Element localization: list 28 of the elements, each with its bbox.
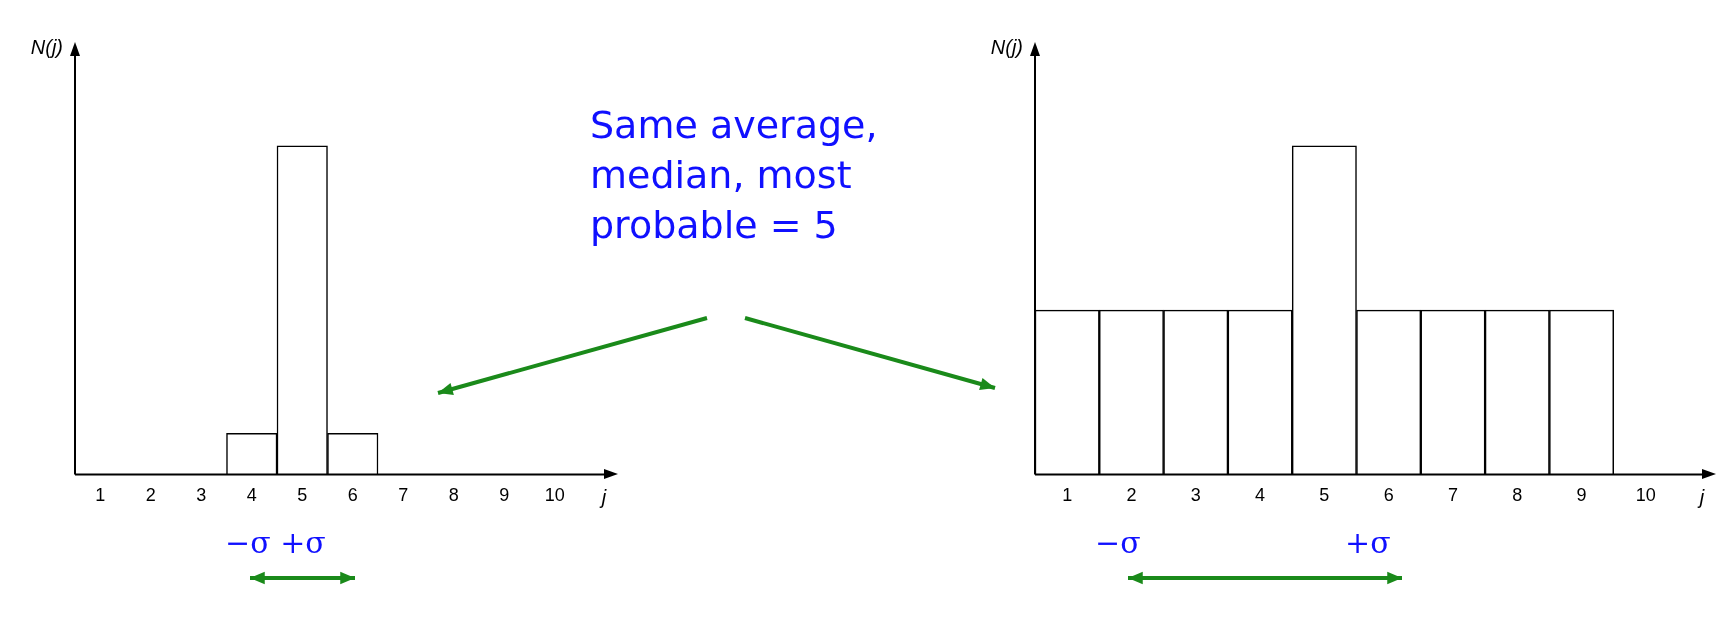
x-tick-label: 3 [196,485,207,506]
x-tick-label: 5 [1319,485,1330,506]
x-tick-label: 5 [297,485,308,506]
x-tick-label: 7 [398,485,409,506]
x-tick-label: 4 [246,485,257,506]
x-tick-label: 9 [499,485,510,506]
y-axis-title: N(j) [990,35,1023,58]
x-tick-label: 1 [1062,485,1073,506]
x-tick-label: 4 [1255,485,1266,506]
x-tick-label: 2 [1126,485,1137,506]
text: −σ +σ [225,525,326,560]
annotation: Same average, median, most probable = 5 [590,102,879,249]
x-axis-title: j [598,485,607,508]
x-tick-label: 7 [1447,485,1458,506]
x-tick-label: 10 [1635,485,1656,506]
x-tick-label: 8 [1512,485,1523,506]
x-tick-label: 10 [544,485,565,506]
x-tick-label: 2 [145,485,156,506]
x-tick-label: 3 [1190,485,1201,506]
x-tick-label: 8 [448,485,459,506]
x-tick-label: 6 [347,485,358,506]
text: −σ [1095,525,1141,560]
x-axis-title: j [1696,485,1705,508]
x-tick-label: 1 [95,485,106,506]
x-tick-label: 9 [1576,485,1587,506]
y-axis-title: N(j) [30,35,63,58]
x-tick-label: 6 [1383,485,1394,506]
text: +σ [1345,525,1391,560]
